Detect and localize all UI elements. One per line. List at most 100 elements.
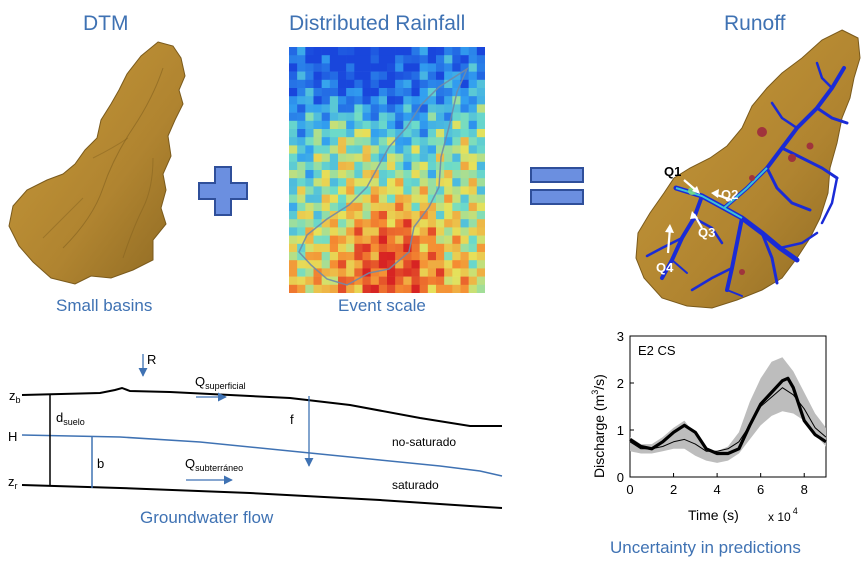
rainfall-cell — [346, 47, 355, 56]
rainfall-cell — [468, 145, 478, 154]
rainfall-cell — [370, 63, 380, 72]
rainfall-cell — [436, 88, 445, 97]
rainfall-cell — [362, 268, 371, 277]
rainfall-cell — [321, 284, 331, 293]
rainfall-cell — [476, 120, 485, 130]
svg-text:Qsubterráneo: Qsubterráneo — [185, 456, 243, 473]
rainfall-cell — [321, 129, 331, 138]
rainfall-cell — [338, 137, 347, 146]
rainfall-cell — [387, 161, 396, 171]
rainfall-cell — [387, 268, 396, 277]
rainfall-cell — [436, 79, 445, 89]
rainfall-cell — [378, 129, 388, 138]
rainfall-cell — [460, 276, 469, 286]
rainfall-cell — [289, 47, 298, 56]
rainfall-cell — [403, 268, 412, 277]
rainfall-cell — [321, 243, 331, 253]
rainfall-cell — [305, 194, 314, 204]
rainfall-cell — [362, 79, 371, 89]
rainfall-cell — [346, 79, 355, 89]
rainfall-cell — [321, 252, 331, 261]
rainfall-cell — [329, 243, 339, 253]
rainfall-cell — [313, 268, 322, 277]
rainfall-cell — [427, 96, 437, 105]
rainfall-cell — [444, 194, 453, 204]
rainfall-cell — [289, 178, 298, 187]
rainfall-cell — [378, 79, 388, 89]
rainfall-cell — [460, 129, 469, 138]
rainfall-cell — [452, 55, 461, 64]
rainfall-cell — [476, 96, 485, 105]
rainfall-cell — [297, 145, 306, 154]
rainfall-cell — [305, 112, 314, 122]
rainfall-cell — [419, 88, 429, 97]
x-tick-label: 4 — [713, 482, 720, 497]
rainfall-cell — [297, 202, 306, 212]
rainfall-cell — [289, 260, 298, 269]
rainfall-cell — [329, 235, 339, 245]
rainfall-cell — [403, 243, 412, 253]
rainfall-cell — [452, 104, 461, 113]
groundwater-schematic: R zb H zr dsuelo b f Qsuperficial Qsubte… — [8, 352, 503, 509]
rainfall-cell — [289, 112, 298, 122]
rainfall-cell — [354, 145, 363, 154]
rainfall-cell — [476, 227, 485, 236]
rainfall-cell — [378, 63, 388, 72]
rainfall-cell — [321, 260, 331, 269]
rainfall-cell — [452, 170, 461, 179]
rainfall-cell — [305, 145, 314, 154]
rainfall-cell — [313, 211, 322, 220]
rainfall-cell — [427, 194, 437, 204]
rainfall-cell — [403, 260, 412, 269]
rainfall-cell — [419, 79, 429, 89]
rainfall-cell — [395, 55, 404, 64]
rainfall-cell — [468, 88, 478, 97]
rainfall-cell — [387, 129, 396, 138]
rainfall-cell — [297, 170, 306, 179]
rainfall-cell — [427, 112, 437, 122]
label-b: b — [97, 456, 104, 471]
rainfall-cell — [419, 202, 429, 212]
rainfall-cell — [297, 227, 306, 236]
rainfall-cell — [403, 145, 412, 154]
rainfall-cell — [329, 252, 339, 261]
rainfall-cell — [346, 178, 355, 187]
rainfall-cell — [403, 137, 412, 146]
rainfall-cell — [354, 55, 363, 64]
rainfall-cell — [427, 227, 437, 236]
rainfall-cell — [329, 112, 339, 122]
rainfall-cell — [460, 260, 469, 269]
rainfall-cell — [305, 243, 314, 253]
rainfall-cell — [338, 161, 347, 171]
rainfall-cell — [411, 194, 420, 204]
rainfall-cell — [444, 55, 453, 64]
rainfall-cell — [476, 137, 485, 146]
rainfall-cell — [468, 260, 478, 269]
rainfall-cell — [460, 211, 469, 220]
rainfall-cell — [313, 194, 322, 204]
rainfall-cell — [321, 88, 331, 97]
svg-text:Qsuperficial: Qsuperficial — [195, 374, 246, 391]
rainfall-cell — [419, 137, 429, 146]
rainfall-cell — [354, 104, 363, 113]
rainfall-cell — [378, 219, 388, 228]
rainfall-cell — [378, 243, 388, 253]
rainfall-cell — [452, 252, 461, 261]
rainfall-cell — [427, 145, 437, 154]
rainfall-cell — [354, 120, 363, 130]
rainfall-cell — [452, 211, 461, 220]
rainfall-cell — [419, 129, 429, 138]
rainfall-cell — [354, 227, 363, 236]
rainfall-cell — [346, 153, 355, 163]
rainfall-cell — [289, 202, 298, 212]
rainfall-cell — [444, 79, 453, 89]
rainfall-cell — [387, 227, 396, 236]
rainfall-cell — [436, 129, 445, 138]
rainfall-cell — [305, 186, 314, 195]
rainfall-cell — [305, 120, 314, 130]
rainfall-cell — [411, 268, 420, 277]
rainfall-cell — [411, 153, 420, 163]
rainfall-cell — [387, 137, 396, 146]
rainfall-cell — [370, 268, 380, 277]
